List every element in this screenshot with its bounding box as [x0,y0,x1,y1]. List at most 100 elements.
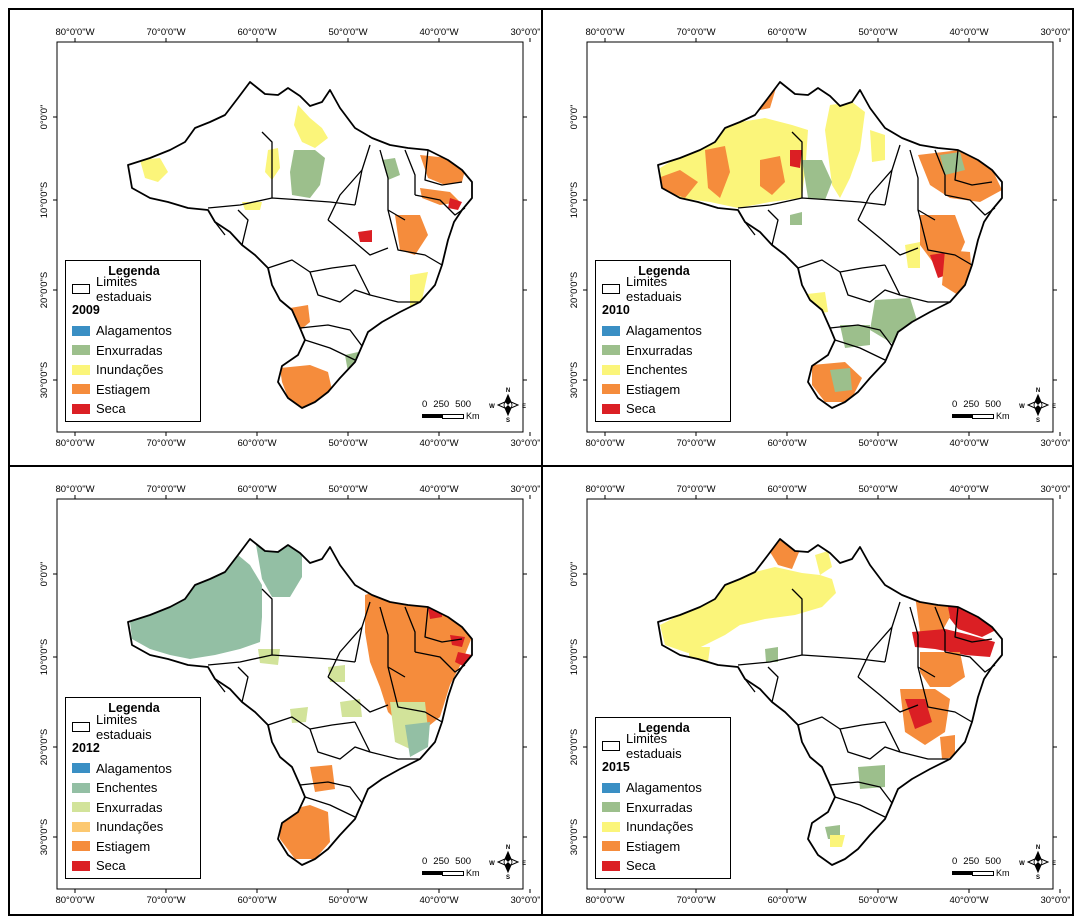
lon-label-top: 80°0'0"W [55,484,94,495]
legend: Legenda Limites estaduais 2009 Alagamentos E… [65,259,201,422]
legend-row: Estiagem [72,380,196,400]
legend-swatch-limits [72,284,90,295]
legend-label: Estiagem [96,381,151,397]
legend: Legenda Limites estaduais 2012 Alagamentos E… [65,697,201,879]
state-boundary [327,676,389,713]
legend-label: Enxurradas [96,342,163,358]
event-area-seca [450,635,465,647]
legend-label: Estiagem [96,838,151,854]
scale-seg-2 [442,870,464,876]
event-area-inundacoes_yellow [294,105,328,148]
state-boundary [404,149,416,195]
legend-row: Estiagem [602,380,726,400]
lat-label: 30°0'0"S [569,819,580,855]
lon-label-top: 70°0'0"W [676,484,715,495]
legend-label: Limites estaduais [626,731,682,762]
lon-label-top: 30°0'0"W [1040,27,1070,38]
legend-swatch [602,782,620,793]
legend-row-limits: Limites estaduais [602,274,726,304]
legend-label: Seca [96,401,126,417]
scale-seg-2 [972,870,994,876]
state-boundary [909,606,936,678]
lat-label: 0°0'0" [39,105,50,130]
event-area-enchentes_yellow [830,835,845,847]
legend-label: Estiagem [626,381,681,397]
event-area-enxurradas_green [840,325,870,348]
state-boundary [767,666,779,703]
state-boundary [261,588,273,655]
state-boundary [237,666,249,703]
event-area-seca [358,230,372,242]
state-boundary [954,149,993,186]
country-outline [657,81,1003,409]
legend-swatch [602,325,620,336]
legend-year: 2010 [602,303,630,317]
legend-swatch [602,384,620,395]
legend-swatch [602,345,620,356]
legend-row: Alagamentos [602,321,726,341]
lon-label-bottom: 40°0'0"W [419,438,458,449]
event-area-enchentes_yellow [870,130,885,162]
lat-label: 20°0'0"S [569,272,580,308]
state-boundary [327,626,363,678]
legend-row: Inundações [602,817,726,837]
scale-bar: 0 250 500 Km [952,856,1010,878]
legend-label: Enxurradas [626,342,693,358]
state-boundary [354,264,420,303]
compass-w: W [489,861,495,867]
legend-swatch-limits [602,741,620,752]
legend-row: Enxurradas [72,341,196,361]
legend-swatch [602,860,620,871]
legend-title: Legenda [638,720,690,735]
scale-seg-1 [422,871,442,875]
legend-swatch [72,802,90,813]
event-patches [658,82,1002,402]
event-area-enxurradas_lightgreen [258,649,280,665]
lon-label-bottom: 40°0'0"W [949,438,988,449]
scale-250: 250 [433,399,450,410]
lat-label: 20°0'0"S [39,729,50,765]
legend-row: Enchentes [602,360,726,380]
compass-n: N [506,388,510,394]
lat-label: 20°0'0"S [39,272,50,308]
scale-bar: 0 250 500 Km [952,399,1010,421]
legend-row: Alagamentos [72,321,196,341]
scale-250: 250 [433,856,450,867]
lon-label-bottom: 80°0'0"W [585,895,624,906]
country-outline [657,538,1003,866]
lon-label-bottom: 70°0'0"W [146,895,185,906]
lon-label-bottom: 50°0'0"W [858,438,897,449]
lon-label-top: 70°0'0"W [146,27,185,38]
state-boundary [839,271,901,303]
state-boundary [954,606,993,643]
event-area-enxurradas_lightgreen [340,699,362,717]
legend-row: Estiagem [602,837,726,857]
state-boundary [299,781,363,804]
legend-label: Seca [96,858,126,874]
scale-seg-1 [422,414,442,418]
event-area-enxurradas_green [290,150,325,198]
event-patches [140,105,465,408]
legend-row: Enxurradas [602,341,726,361]
state-boundary [791,131,803,198]
legend-row: Enxurradas [602,798,726,818]
lon-label-top: 30°0'0"W [510,484,540,495]
compass-n: N [1036,845,1040,851]
legend-label: Enchentes [96,780,158,796]
state-boundary [379,149,406,221]
state-boundary [309,728,371,760]
legend-swatch [72,403,90,414]
map-panel-2010: 80°0'0"W 80°0'0"W 70°0'0"W 70°0'0"W 60°0'0"W… [540,10,1070,464]
lon-label-bottom: 70°0'0"W [146,438,185,449]
lat-label: 10°0'0"S [39,639,50,675]
legend-swatch-limits [72,721,90,732]
scale-500: 500 [985,856,1002,867]
event-area-enxurradas_green [940,152,965,175]
state-boundary [304,339,356,361]
compass-e: E [522,404,526,410]
scale-seg-1 [952,871,972,875]
legend-label: Limites estaduais [626,274,682,305]
map-panel-2015: 80°0'0"W 80°0'0"W 70°0'0"W 70°0'0"W 60°0'0"W… [540,467,1070,921]
legend-row: Inundações [72,817,196,837]
state-boundary [857,626,893,678]
